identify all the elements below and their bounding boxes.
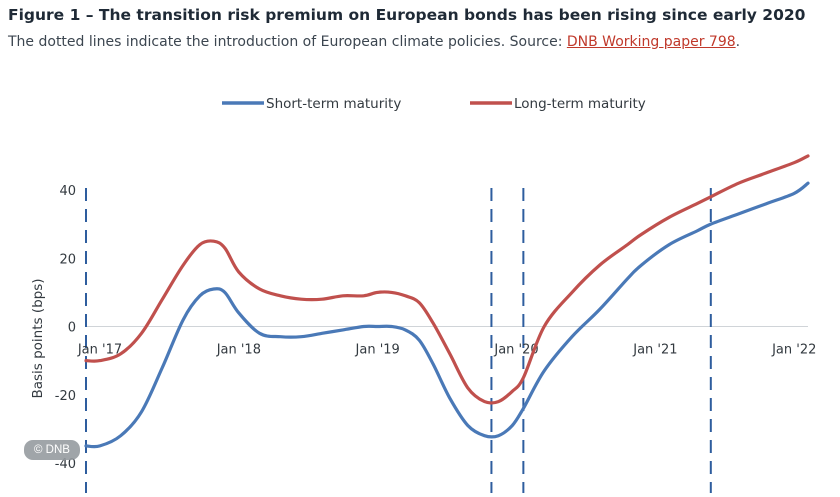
x-tick-label: Jan '17 — [77, 343, 122, 358]
figure-title: Figure 1 – The transition risk premium o… — [8, 6, 806, 24]
chart-area: -40 -20 0 20 40 Jan '17 Jan '18 Jan '19 Jan '20 J… — [0, 80, 840, 493]
x-tick-label: Jan '20 — [493, 343, 538, 358]
y-tick-label: 40 — [59, 184, 76, 199]
y-tick-label: -20 — [55, 389, 76, 404]
copyright-badge: © DNB — [24, 440, 80, 460]
x-tick-label: Jan '19 — [355, 343, 400, 358]
caption-end: . — [735, 34, 741, 50]
line-chart: -40 -20 0 20 40 Jan '17 Jan '18 Jan '19 Jan '20 J… — [30, 96, 816, 493]
x-tick-label: Jan '22 — [771, 343, 816, 358]
y-axis-label: Basis points (bps) — [30, 278, 46, 398]
legend-label-0: Short-term maturity — [266, 96, 401, 112]
x-tick-label: Jan '21 — [632, 343, 677, 358]
y-tick-label: -40 — [55, 457, 76, 472]
figure-caption: The dotted lines indicate the introducti… — [8, 34, 740, 50]
y-tick-label: 0 — [68, 321, 76, 336]
x-tick-label: Jan '18 — [216, 343, 261, 358]
y-tick-label: 20 — [59, 252, 76, 267]
caption-text: The dotted lines indicate the introducti… — [8, 34, 563, 50]
series-line-short-term — [84, 181, 810, 449]
source-link[interactable]: DNB Working paper 798 — [566, 34, 736, 50]
series-line-long-term — [84, 154, 810, 405]
legend-label-1: Long-term maturity — [514, 96, 646, 112]
